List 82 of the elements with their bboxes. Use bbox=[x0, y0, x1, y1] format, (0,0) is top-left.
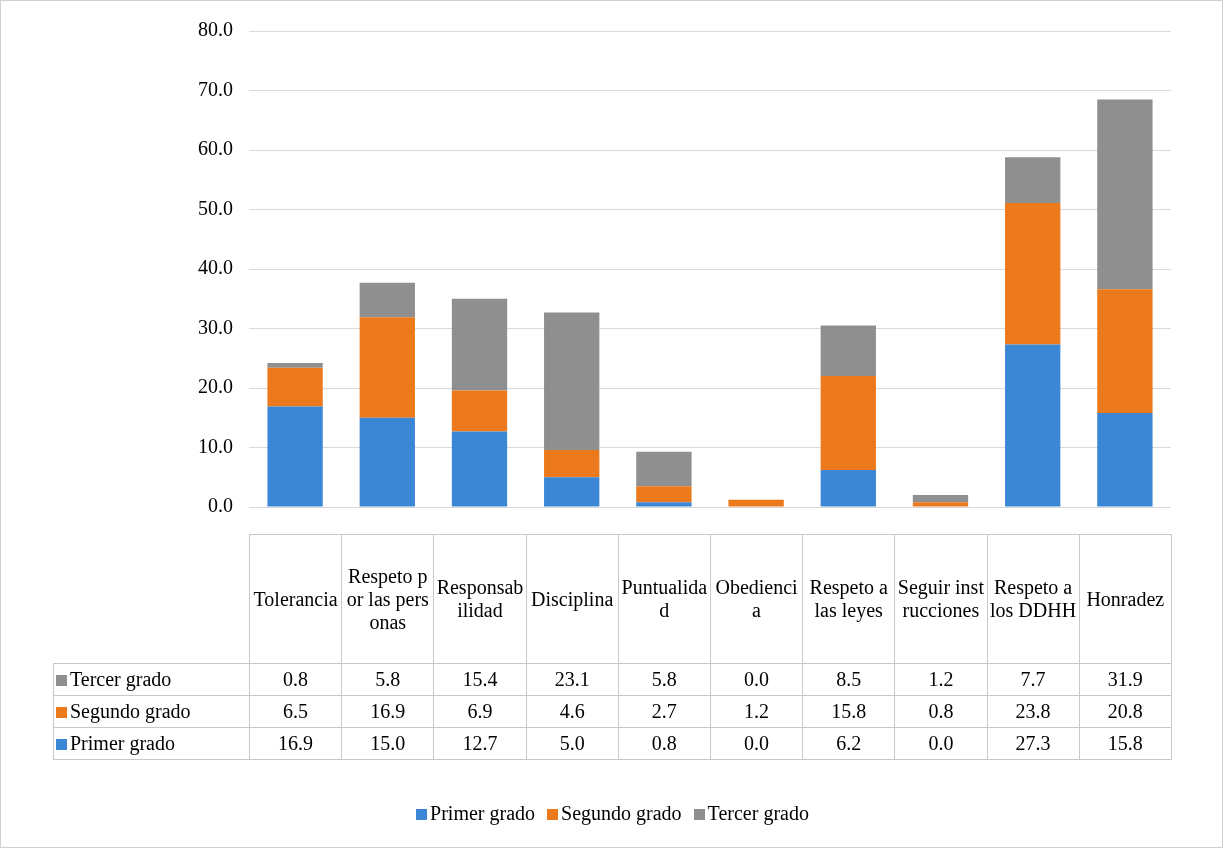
data-label: 15.4 bbox=[433, 663, 527, 696]
data-label: 0.8 bbox=[894, 695, 987, 728]
bar bbox=[544, 312, 600, 450]
data-label: 31.9 bbox=[1079, 663, 1172, 696]
data-label: 1.2 bbox=[710, 695, 803, 728]
bar bbox=[636, 451, 692, 487]
bar bbox=[912, 495, 969, 503]
data-label: 12.7 bbox=[433, 727, 527, 760]
legend-label: Tercer grado bbox=[53, 663, 250, 696]
data-label: 7.7 bbox=[987, 663, 1080, 696]
bar bbox=[1005, 202, 1061, 345]
bar bbox=[1005, 157, 1061, 203]
y-tick-label: 20.0 bbox=[198, 375, 233, 398]
data-label: 23.8 bbox=[987, 695, 1080, 728]
bar bbox=[1097, 412, 1153, 507]
bar bbox=[267, 367, 323, 407]
data-label: 20.8 bbox=[1079, 695, 1172, 728]
data-label: 0.0 bbox=[710, 663, 803, 696]
x-tick-label: Puntualidad bbox=[618, 534, 711, 664]
bar bbox=[820, 325, 876, 377]
y-tick-label: 30.0 bbox=[198, 315, 233, 338]
bar bbox=[1097, 99, 1153, 290]
y-tick-label: 80.0 bbox=[198, 18, 233, 41]
legend-label: Segundo grado bbox=[53, 695, 250, 728]
x-tick-label: Honradez bbox=[1079, 534, 1172, 664]
data-label: 6.2 bbox=[802, 727, 895, 760]
y-tick-label: 10.0 bbox=[198, 434, 233, 457]
data-label: 0.8 bbox=[618, 727, 711, 760]
x-tick-label: Respeto a las leyes bbox=[802, 534, 895, 664]
data-label: 5.0 bbox=[526, 727, 619, 760]
bar bbox=[267, 363, 323, 368]
x-tick-label: Disciplina bbox=[526, 534, 619, 664]
data-label: 15.8 bbox=[1079, 727, 1172, 760]
data-label: 0.0 bbox=[710, 727, 803, 760]
bar bbox=[1097, 289, 1153, 413]
x-tick-label: Respeto por las personas bbox=[341, 534, 434, 664]
data-label: 6.9 bbox=[433, 695, 527, 728]
text: Segundo grado bbox=[561, 802, 682, 824]
data-label: 5.8 bbox=[618, 663, 711, 696]
y-tick-label: 40.0 bbox=[198, 256, 233, 279]
bar bbox=[1005, 344, 1061, 507]
x-tick-label: Responsabilidad bbox=[433, 534, 527, 664]
data-label: 27.3 bbox=[987, 727, 1080, 760]
x-tick-label: Tolerancia bbox=[249, 534, 342, 664]
data-label: 5.8 bbox=[341, 663, 434, 696]
y-tick-label: 60.0 bbox=[198, 137, 233, 160]
data-label: 0.0 bbox=[894, 727, 987, 760]
bar bbox=[544, 477, 600, 507]
bar bbox=[820, 470, 876, 507]
data-label: 15.8 bbox=[802, 695, 895, 728]
data-label: 16.9 bbox=[341, 695, 434, 728]
bar bbox=[451, 298, 508, 391]
data-label: 6.5 bbox=[249, 695, 342, 728]
y-tick-label: 0.0 bbox=[208, 494, 233, 517]
bar bbox=[912, 502, 969, 507]
x-tick-label: Obediencia bbox=[710, 534, 803, 664]
data-label: 0.8 bbox=[249, 663, 342, 696]
data-label: 23.1 bbox=[526, 663, 619, 696]
bar bbox=[544, 449, 600, 478]
data-label: 16.9 bbox=[249, 727, 342, 760]
bar bbox=[636, 486, 692, 503]
bar bbox=[820, 376, 876, 471]
data-label: 1.2 bbox=[894, 663, 987, 696]
text: Primer grado bbox=[430, 802, 536, 824]
x-tick-label: Respeto a los DDHH bbox=[987, 534, 1080, 664]
bar bbox=[359, 417, 415, 507]
bar bbox=[359, 282, 415, 318]
bar bbox=[728, 499, 784, 507]
data-label: 2.7 bbox=[618, 695, 711, 728]
bar bbox=[636, 502, 692, 507]
bar bbox=[451, 431, 508, 507]
text: Tercer grado bbox=[707, 802, 809, 824]
bar bbox=[359, 317, 415, 418]
x-tick-label: Seguir instrucciones bbox=[894, 534, 987, 664]
data-label: 15.0 bbox=[341, 727, 434, 760]
bar bbox=[267, 406, 323, 507]
legend-label: Primer grado bbox=[53, 727, 250, 760]
y-tick-label: 70.0 bbox=[198, 77, 233, 100]
data-label: 8.5 bbox=[802, 663, 895, 696]
data-label: 4.6 bbox=[526, 695, 619, 728]
bar bbox=[451, 390, 508, 432]
y-tick-label: 50.0 bbox=[198, 196, 233, 219]
